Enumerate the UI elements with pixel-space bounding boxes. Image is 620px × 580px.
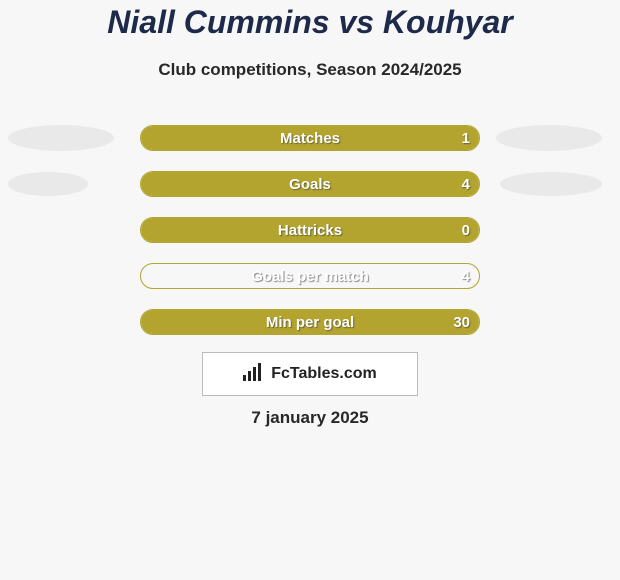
player-right-ellipse bbox=[500, 172, 602, 196]
stat-bar bbox=[140, 263, 480, 289]
stat-bar bbox=[140, 217, 480, 243]
player-left-ellipse bbox=[8, 125, 114, 151]
date-label: 7 january 2025 bbox=[0, 408, 620, 428]
bar-chart-icon bbox=[243, 363, 265, 386]
stat-row: Matches1 bbox=[0, 125, 620, 151]
stat-bar-fill bbox=[141, 172, 479, 196]
subtitle: Club competitions, Season 2024/2025 bbox=[0, 60, 620, 80]
stat-bar-fill bbox=[141, 310, 479, 334]
player-right-ellipse bbox=[496, 125, 602, 151]
comparison-chart: Niall Cummins vs Kouhyar Club competitio… bbox=[0, 0, 620, 580]
source-logo-text: FcTables.com bbox=[271, 365, 377, 383]
source-logo: FcTables.com bbox=[202, 352, 418, 396]
stat-bar bbox=[140, 125, 480, 151]
player-left-ellipse bbox=[8, 172, 88, 196]
stat-bar-fill bbox=[141, 126, 479, 150]
stat-row: Goals per match4 bbox=[0, 263, 620, 289]
stat-row: Min per goal30 bbox=[0, 309, 620, 335]
stat-row: Goals4 bbox=[0, 171, 620, 197]
page-title: Niall Cummins vs Kouhyar bbox=[0, 4, 620, 41]
stat-bar-fill bbox=[141, 218, 479, 242]
stat-rows: Matches1 Goals4 Hattricks0 Goals per match4… bbox=[0, 125, 620, 355]
stat-bar bbox=[140, 309, 480, 335]
stat-row: Hattricks0 bbox=[0, 217, 620, 243]
stat-bar bbox=[140, 171, 480, 197]
